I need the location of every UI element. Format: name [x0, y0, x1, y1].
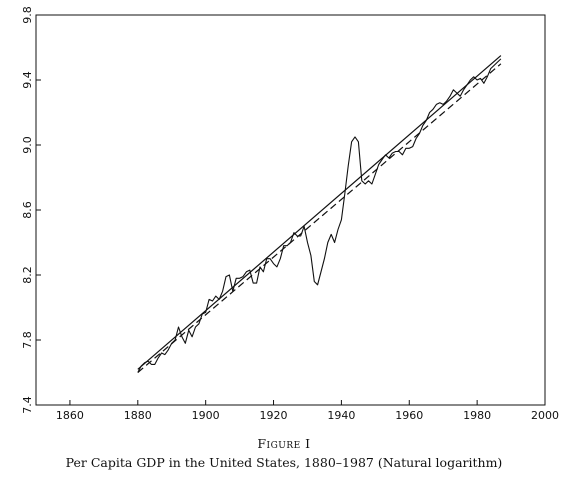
y-tick-label: 9.8 [21, 6, 34, 24]
trend-line-dashed [137, 63, 502, 373]
x-tick-label: 1880 [124, 409, 152, 422]
x-tick-label: 1860 [56, 409, 84, 422]
y-tick-label: 7.4 [21, 396, 34, 414]
x-tick-label: 1920 [260, 409, 288, 422]
y-tick-label: 8.6 [21, 201, 34, 219]
y-tick-label: 8.2 [21, 266, 34, 284]
x-tick-label: 1940 [327, 409, 355, 422]
y-tick-label: 7.8 [21, 331, 34, 349]
x-tick-label: 1980 [463, 409, 491, 422]
series-layer [137, 55, 502, 373]
y-tick-label: 9.4 [21, 71, 34, 89]
x-tick-label: 1900 [192, 409, 220, 422]
trend-line-solid [137, 55, 502, 370]
figure-title: Per Capita GDP in the United States, 188… [65, 455, 503, 470]
axes: 1860 1880 1900 1920 1940 1960 1980 2000 7.4 7.8 8.… [21, 6, 559, 422]
x-tick-label: 1960 [395, 409, 423, 422]
figure-label: Figure I [257, 436, 311, 451]
gdp-series-line [137, 58, 502, 373]
y-tick-label: 9.0 [21, 136, 34, 154]
x-tick-label: 2000 [531, 409, 559, 422]
plot-frame [35, 14, 546, 406]
